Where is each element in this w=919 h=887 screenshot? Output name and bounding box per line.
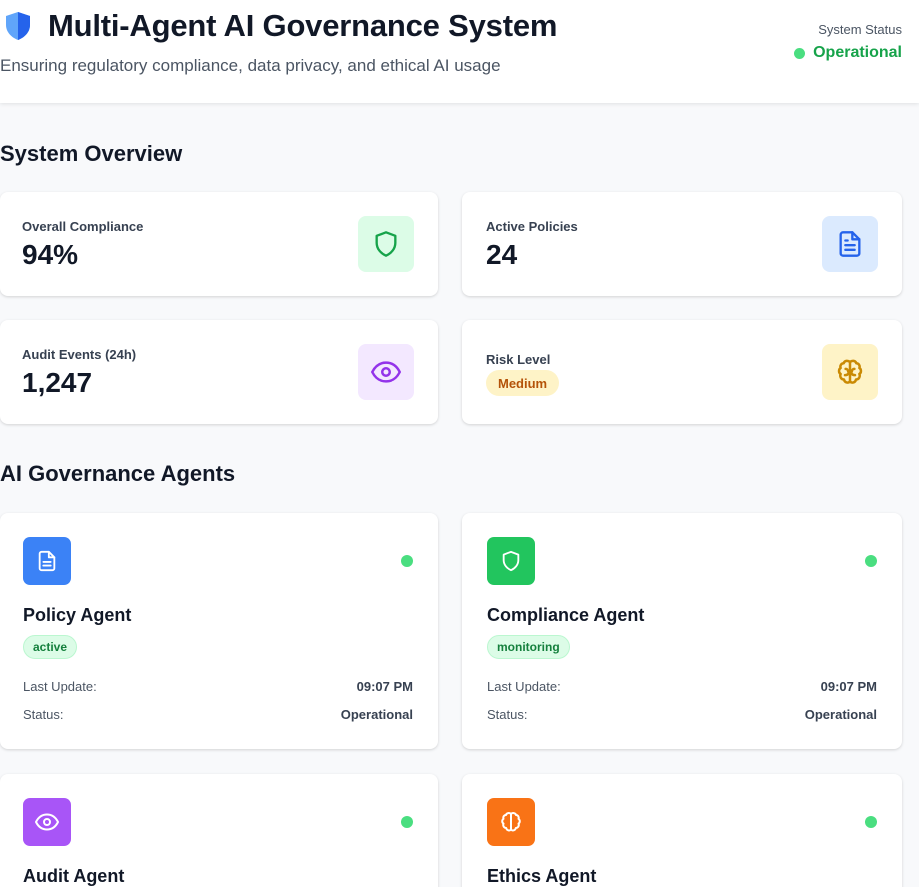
stat-card-policies: Active Policies 24 (462, 192, 902, 296)
last-update-value: 09:07 PM (356, 679, 413, 694)
agent-card-audit[interactable]: Audit Agent (0, 774, 438, 887)
last-update-value: 09:07 PM (820, 679, 877, 694)
status-label: Status: (23, 707, 64, 722)
agent-name: Compliance Agent (487, 605, 645, 625)
stat-icon-box (822, 344, 878, 400)
last-update-label: Last Update: (23, 679, 97, 694)
stat-value: 24 (486, 239, 518, 270)
risk-level-badge: Medium (486, 370, 560, 396)
agent-icon-box (487, 798, 535, 846)
agent-state-badge: monitoring (487, 635, 570, 659)
system-status: Operational (794, 44, 902, 62)
stat-label: Audit Events (24h) (22, 347, 137, 362)
agent-name: Policy Agent (23, 605, 132, 625)
app-header: Multi-Agent AI Governance System Ensurin… (0, 0, 919, 103)
stat-value: 94% (22, 239, 79, 270)
section-title-overview: System Overview (0, 141, 183, 166)
app-title: Multi-Agent AI Governance System (48, 8, 558, 43)
document-icon (38, 550, 56, 572)
stat-label: Risk Level (486, 352, 551, 367)
shield-icon (6, 12, 30, 40)
eye-icon (35, 813, 59, 831)
agent-icon-box (23, 798, 71, 846)
stat-value: 1,247 (22, 367, 93, 398)
stat-card-compliance: Overall Compliance 94% (0, 192, 438, 296)
agent-icon-box (487, 537, 535, 585)
stat-icon-box (822, 216, 878, 272)
agent-name: Ethics Agent (487, 866, 597, 886)
stat-icon-box (358, 344, 414, 400)
brain-icon (837, 359, 863, 384)
stat-card-risk-level: Risk Level Medium (462, 320, 902, 424)
agent-status-dot (865, 816, 877, 828)
eye-icon (371, 361, 401, 383)
stat-icon-box (358, 216, 414, 272)
last-update-label: Last Update: (487, 679, 561, 694)
app-subtitle: Ensuring regulatory compliance, data pri… (0, 56, 501, 75)
agent-status-dot (865, 555, 877, 567)
shield-icon (375, 231, 397, 257)
stat-label: Active Policies (486, 219, 578, 234)
shield-icon (502, 550, 520, 572)
brain-icon (501, 812, 521, 832)
status-value: Operational (804, 707, 877, 722)
status-value: Operational (340, 707, 413, 722)
agent-card-policy[interactable]: Policy Agent active Last Update: 09:07 P… (0, 513, 438, 749)
stat-card-audit-events: Audit Events (24h) 1,247 (0, 320, 438, 424)
system-status-value: Operational (813, 44, 902, 61)
agent-card-compliance[interactable]: Compliance Agent monitoring Last Update:… (462, 513, 902, 749)
system-status-label: System Status (818, 22, 902, 37)
agent-name: Audit Agent (23, 866, 125, 886)
agent-status-dot (401, 555, 413, 567)
status-dot-icon (794, 47, 806, 59)
stat-label: Overall Compliance (22, 219, 144, 234)
status-label: Status: (487, 707, 528, 722)
document-icon (839, 231, 861, 257)
agent-icon-box (23, 537, 71, 585)
agent-status-dot (401, 816, 413, 828)
agent-state-badge: active (23, 635, 78, 659)
section-title-agents: AI Governance Agents (0, 461, 236, 486)
agent-card-ethics[interactable]: Ethics Agent (462, 774, 902, 887)
